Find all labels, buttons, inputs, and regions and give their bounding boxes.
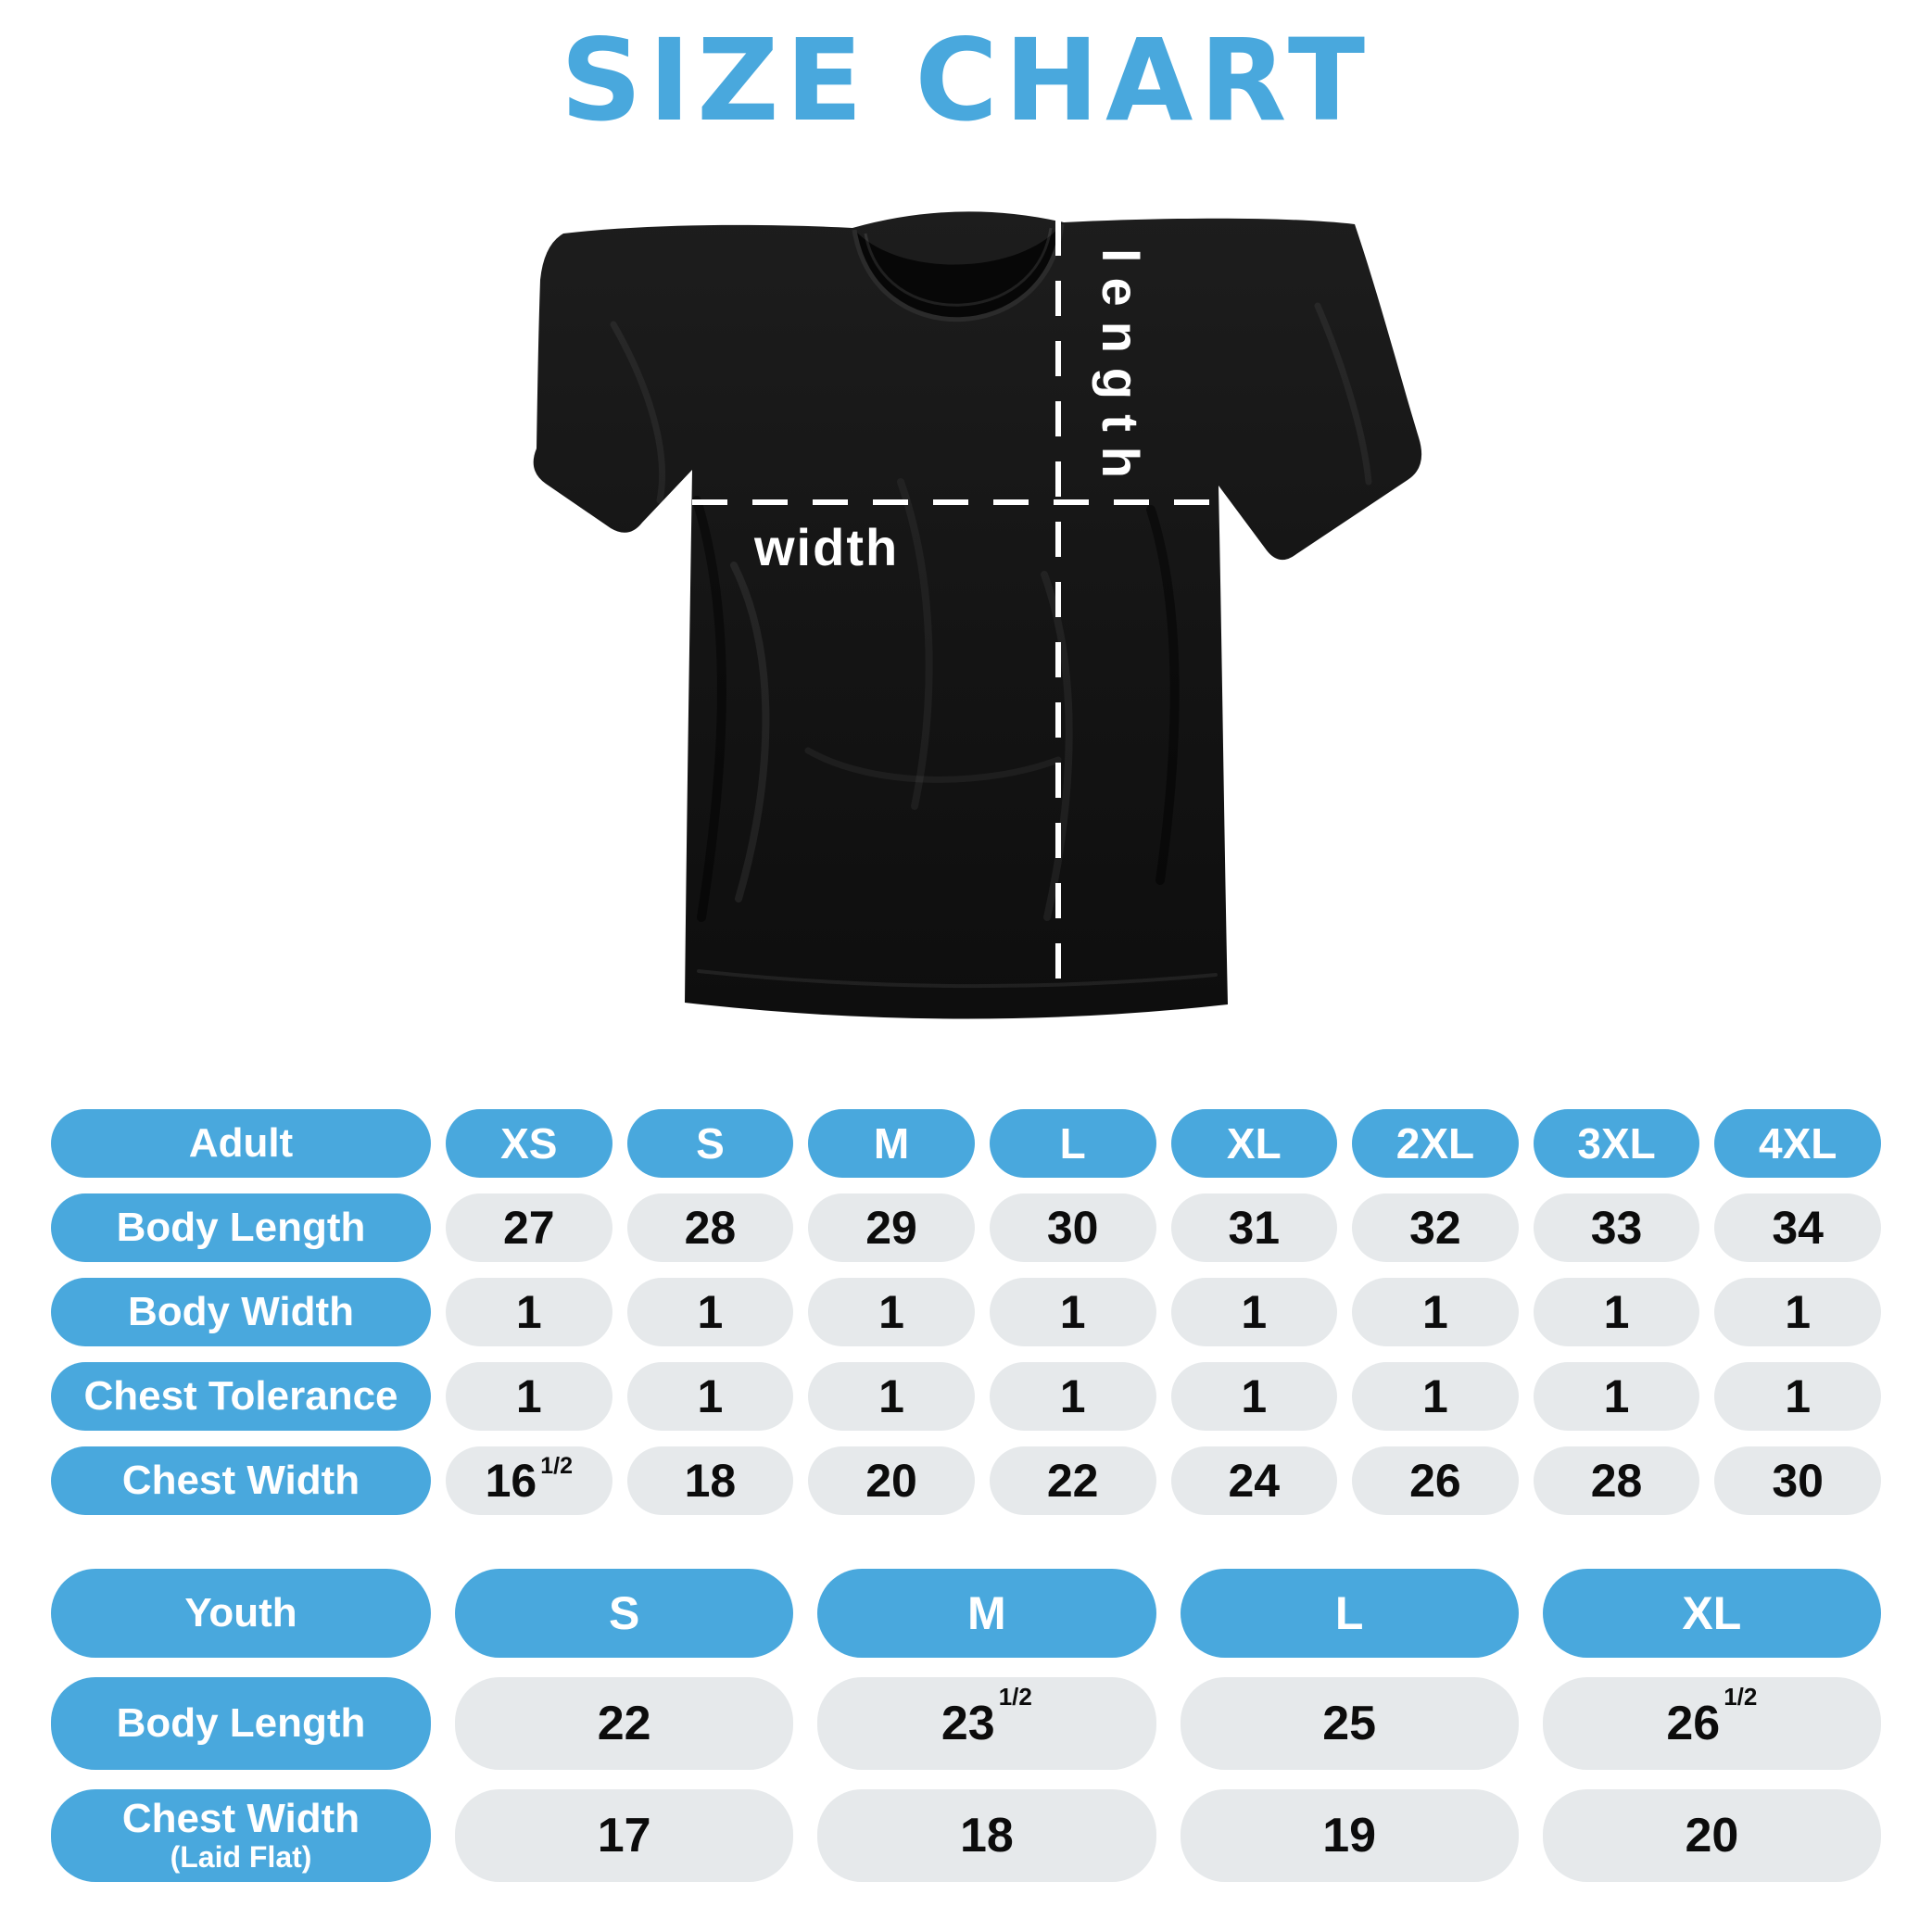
adult_sizes-size-header: M <box>808 1109 975 1178</box>
adult_sizes-value-cell: 33 <box>1533 1193 1700 1262</box>
adult_sizes-size-header: 4XL <box>1714 1109 1881 1178</box>
adult-size-table: Adult XS S M L XL 2XL 3XL 4XL Body Length 27 28 29 30… <box>51 1109 1881 1515</box>
adult_sizes-value-cell: 28 <box>1533 1446 1700 1515</box>
youth_sizes-value-cell: 26 1/2 <box>1542 1677 1881 1770</box>
youth_sizes-value-cell: 19 <box>1180 1789 1519 1882</box>
youth_sizes-value-cell: 22 <box>455 1677 794 1770</box>
length-label: length <box>1092 248 1150 493</box>
adult_sizes-header-label: Adult <box>51 1109 431 1178</box>
youth_sizes-size-header: L <box>1180 1569 1519 1658</box>
youth_sizes-size-header: M <box>817 1569 1156 1658</box>
youth_sizes-value-cell: 25 <box>1180 1677 1519 1770</box>
adult_sizes-value-cell: 1 <box>808 1362 975 1431</box>
adult_sizes-value-cell: 18 <box>626 1446 794 1515</box>
adult_sizes-value-cell: 34 <box>1714 1193 1881 1262</box>
adult_sizes-value-cell: 16 1/2 <box>446 1446 612 1515</box>
adult_sizes-value-cell: 26 <box>1352 1446 1519 1515</box>
row-label-line2: (Laid Flat) <box>170 1840 312 1875</box>
collar <box>852 223 1065 322</box>
youth_sizes-size-header: S <box>455 1569 794 1658</box>
adult_sizes-value-cell: 1 <box>446 1278 612 1346</box>
adult_sizes-value-cell: 27 <box>446 1193 612 1262</box>
adult_sizes-value-cell: 1 <box>1352 1362 1519 1431</box>
tshirt-figure: length width <box>502 176 1429 1070</box>
youth_sizes-value-cell: 20 <box>1542 1789 1881 1882</box>
half-fraction: 1/2 <box>540 1452 573 1479</box>
adult_sizes-value-cell: 1 <box>1533 1362 1700 1431</box>
adult_sizes-value-cell: 1 <box>989 1278 1156 1346</box>
adult_sizes-value-cell: 1 <box>1352 1278 1519 1346</box>
youth_sizes-value-cell: 23 1/2 <box>817 1677 1156 1770</box>
adult_sizes-value-cell: 1 <box>808 1278 975 1346</box>
adult_sizes-size-header: XS <box>446 1109 612 1178</box>
adult_sizes-size-header: 2XL <box>1352 1109 1519 1178</box>
youth_sizes-size-header: XL <box>1542 1569 1881 1658</box>
youth-size-table: Youth S M L XL Body Length 22 23 1/2 25 26 1/2 Chest… <box>51 1569 1881 1882</box>
tshirt-graphic: length width <box>533 211 1422 1019</box>
width-label: width <box>753 518 899 576</box>
adult_sizes-value-cell: 1 <box>989 1362 1156 1431</box>
adult_sizes-value-cell: 31 <box>1170 1193 1338 1262</box>
youth_sizes-value-cell: 18 <box>817 1789 1156 1882</box>
adult_sizes-value-cell: 1 <box>446 1362 612 1431</box>
adult_sizes-value-cell: 1 <box>1170 1278 1338 1346</box>
half-fraction: 1/2 <box>1724 1682 1758 1711</box>
page-title: SIZE CHART <box>560 15 1372 146</box>
adult_sizes-value-cell: 1 <box>1714 1278 1881 1346</box>
adult_sizes-row-label: Body Length <box>51 1193 431 1262</box>
half-fraction: 1/2 <box>998 1682 1032 1711</box>
youth_sizes-row-label: Chest Width (Laid Flat) <box>51 1789 431 1882</box>
adult_sizes-row-label: Chest Tolerance <box>51 1362 431 1431</box>
adult_sizes-value-cell: 1 <box>626 1362 794 1431</box>
adult_sizes-size-header: L <box>989 1109 1156 1178</box>
youth_sizes-value-cell: 17 <box>455 1789 794 1882</box>
adult_sizes-value-cell: 22 <box>989 1446 1156 1515</box>
adult_sizes-value-cell: 1 <box>1533 1278 1700 1346</box>
adult_sizes-value-cell: 1 <box>1714 1362 1881 1431</box>
adult_sizes-value-cell: 32 <box>1352 1193 1519 1262</box>
shirt-body <box>533 211 1422 1019</box>
adult_sizes-value-cell: 20 <box>808 1446 975 1515</box>
adult_sizes-size-header: S <box>626 1109 794 1178</box>
adult_sizes-row-label: Body Width <box>51 1278 431 1346</box>
youth_sizes-header-label: Youth <box>51 1569 431 1658</box>
youth_sizes-row-label: Body Length <box>51 1677 431 1770</box>
adult_sizes-value-cell: 1 <box>626 1278 794 1346</box>
row-label-line1: Chest Width <box>121 1796 360 1842</box>
adult_sizes-row-label: Chest Width <box>51 1446 431 1515</box>
adult_sizes-size-header: 3XL <box>1533 1109 1700 1178</box>
adult_sizes-value-cell: 24 <box>1170 1446 1338 1515</box>
adult_sizes-value-cell: 28 <box>626 1193 794 1262</box>
adult_sizes-value-cell: 1 <box>1170 1362 1338 1431</box>
adult_sizes-value-cell: 30 <box>1714 1446 1881 1515</box>
adult_sizes-value-cell: 30 <box>989 1193 1156 1262</box>
adult_sizes-value-cell: 29 <box>808 1193 975 1262</box>
adult_sizes-size-header: XL <box>1170 1109 1338 1178</box>
